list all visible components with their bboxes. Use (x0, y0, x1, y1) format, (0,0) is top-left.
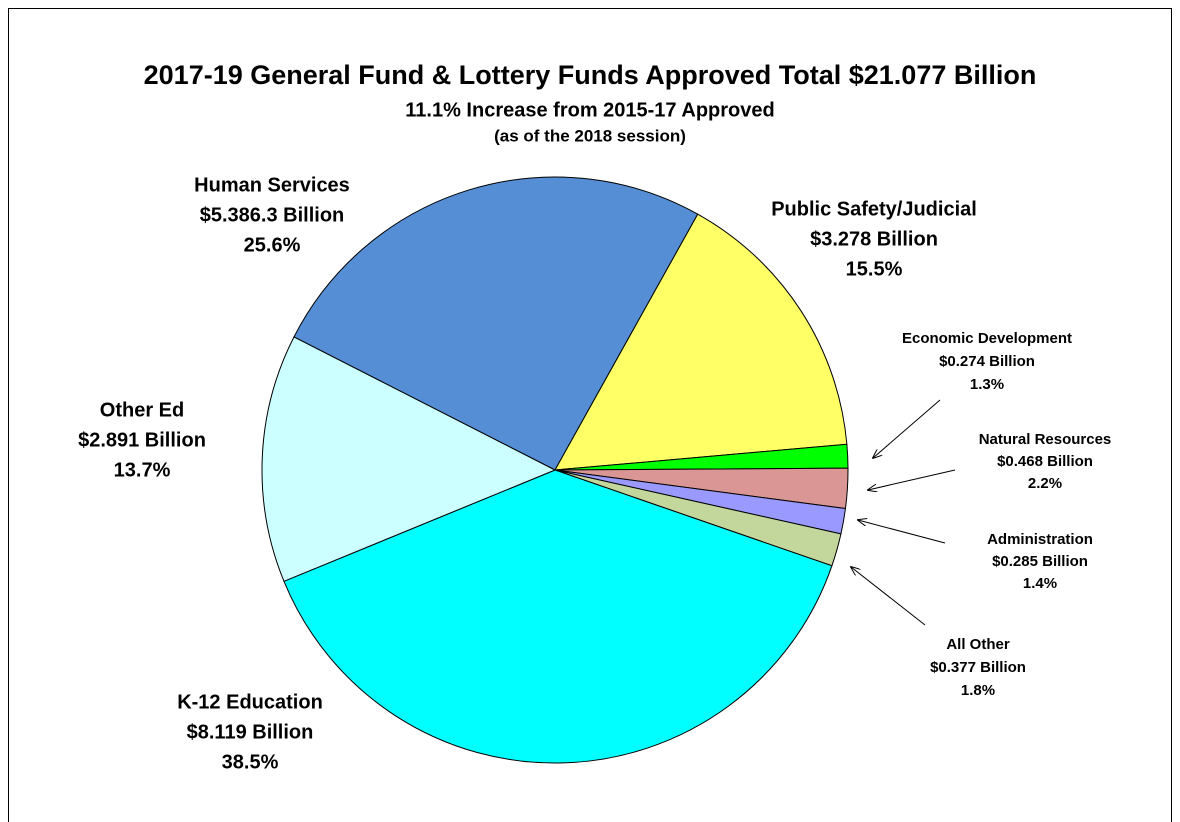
slice-amount: $8.119 Billion (187, 721, 314, 743)
slice-percent: 1.8% (961, 682, 995, 699)
slice-amount: $3.278 Billion (810, 228, 938, 250)
slice-amount: $5.386.3 Billion (200, 204, 345, 226)
slice-percent: 1.3% (970, 376, 1004, 393)
leader-arrow (851, 567, 926, 626)
slice-label: Administration (987, 531, 1093, 548)
leader-arrow (873, 399, 941, 458)
slice-amount: $0.274 Billion (939, 353, 1035, 370)
slice-percent: 1.4% (1023, 575, 1057, 592)
pie-slice (283, 469, 833, 764)
slice-percent: 2.2% (1028, 475, 1062, 492)
slice-percent: 25.6% (244, 234, 301, 256)
chart-subtitle: 11.1% Increase from 2015-17 Approved (405, 99, 774, 121)
frame (8, 8, 1172, 822)
slice-percent: 15.5% (846, 258, 903, 280)
slice-percent: 38.5% (222, 751, 279, 773)
slice-amount: $0.377 Billion (930, 659, 1026, 676)
pie-slice (293, 176, 699, 471)
chart-note: (as of the 2018 session) (494, 126, 686, 145)
slice-label: Natural Resources (979, 431, 1112, 448)
leader-arrow (868, 469, 956, 490)
slice-label: K-12 Education (177, 691, 323, 713)
slice-label: All Other (946, 636, 1010, 653)
slice-label: Human Services (194, 174, 350, 196)
slice-label: Other Ed (100, 399, 184, 421)
chart-title: 2017-19 General Fund & Lottery Funds App… (144, 60, 1037, 90)
slice-label: Economic Development (902, 330, 1072, 347)
slice-amount: $0.468 Billion (997, 453, 1093, 470)
slice-label: Public Safety/Judicial (771, 198, 977, 220)
slice-percent: 13.7% (114, 459, 171, 481)
slice-amount: $0.285 Billion (992, 553, 1088, 570)
slice-amount: $2.891 Billion (78, 429, 206, 451)
pie-slice (554, 213, 848, 471)
pie-slice (261, 336, 557, 582)
leader-arrow (858, 520, 946, 544)
